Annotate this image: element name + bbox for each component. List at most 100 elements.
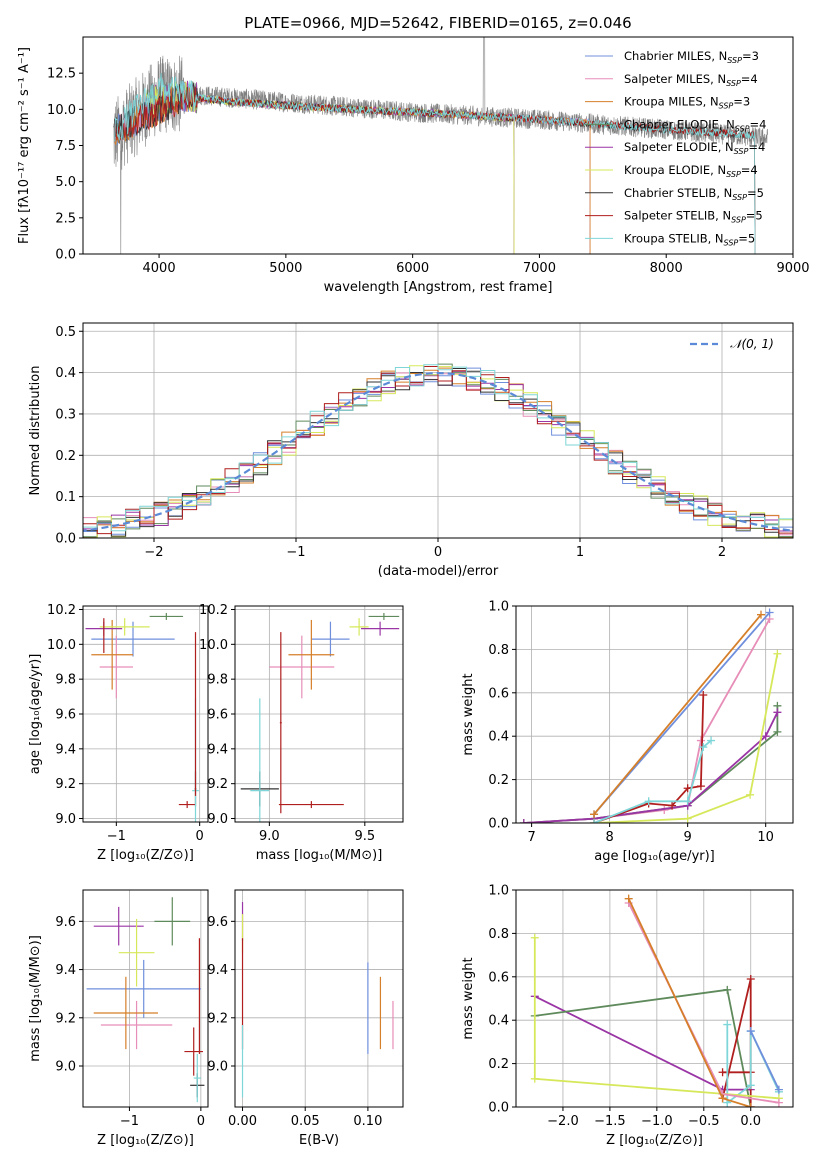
chart-residuals: 𝒩(0, 1) −2 −1 0 1 2 0.0 0.1 0.2 0.3 0.4 0.5 (data-mo… <box>28 322 794 579</box>
plus-marker <box>774 1085 783 1094</box>
plus-marker <box>519 819 528 823</box>
plus-marker <box>761 732 770 741</box>
plus-marker <box>723 985 732 994</box>
axes-frame <box>82 889 209 1108</box>
x-tick-label: −1 <box>286 545 305 560</box>
x-tick-label: 0.0 <box>740 1114 761 1129</box>
legend-label: Chabrier STELIB, NSSP=5 <box>624 186 764 202</box>
y-tick-label: 0.0 <box>55 532 76 547</box>
legend-label: Salpeter ELODIE, NSSP=4 <box>624 140 765 156</box>
y-axis-label: mass weight <box>461 957 476 1039</box>
y-axis-label: Normed distribution <box>28 366 43 496</box>
x-tick-label: 0.00 <box>228 1114 257 1129</box>
plot-area <box>519 608 782 823</box>
axes-frame <box>515 889 794 1108</box>
x-tick-label: 0 <box>197 1114 205 1129</box>
plot-area <box>241 902 394 1098</box>
normal-reference-line <box>83 371 793 532</box>
y-tick-label: 1.0 <box>488 600 509 615</box>
x-tick-label: −1 <box>120 1114 139 1129</box>
y-tick-label: 0.0 <box>488 817 509 832</box>
legend-label: Salpeter STELIB, NSSP=5 <box>624 209 763 225</box>
plus-marker <box>746 974 755 983</box>
weight-line <box>534 995 751 1091</box>
y-tick-label: 9.2 <box>55 777 76 792</box>
x-axis-label: (data-model)/error <box>378 564 499 579</box>
x-axis-label: Z [log₁₀(Z/Z⊙)] <box>606 1133 703 1148</box>
plus-marker <box>774 1098 783 1107</box>
plus-marker <box>668 801 677 810</box>
x-tick-label: 9.0 <box>259 829 280 844</box>
plus-marker <box>696 782 705 791</box>
plus-marker <box>699 743 708 752</box>
chart-age-vs-mass: 9.0 9.5 9.0 9.2 9.4 9.6 9.8 10.0 10.2 mass [log₁₀… <box>199 603 404 863</box>
y-tick-label: 9.0 <box>207 812 228 827</box>
y-tick-label: 9.8 <box>55 673 76 688</box>
y-tick-label: 9.8 <box>207 673 228 688</box>
plus-marker <box>590 810 599 819</box>
y-tick-label: 0.0 <box>488 1101 509 1116</box>
plus-marker <box>683 814 692 823</box>
x-tick-label: 7000 <box>523 261 556 276</box>
y-axis-label: mass [log₁₀(M/M⊙)] <box>28 935 43 1062</box>
x-tick-label: −2 <box>144 545 163 560</box>
plus-marker <box>718 1094 727 1103</box>
x-tick-label: 8000 <box>650 261 683 276</box>
plot-area <box>530 894 783 1107</box>
legend-label: Kroupa MILES, NSSP=3 <box>624 95 750 111</box>
plot-area <box>240 612 400 822</box>
plus-marker <box>746 790 755 799</box>
y-tick-label: 0.6 <box>488 970 509 985</box>
y-tick-label: 0.2 <box>488 1057 509 1072</box>
y-tick-label: 9.6 <box>55 915 76 930</box>
chart-weight-vs-z: −2.0 −1.5 −1.0 −0.5 0.0 0.0 0.2 0.4 0.6 0.8 1.0 Z [… <box>461 884 794 1148</box>
legend-label: Kroupa STELIB, NSSP=5 <box>624 231 755 247</box>
y-tick-label: 0.4 <box>488 1014 509 1029</box>
plus-marker <box>699 690 708 699</box>
y-tick-label: 9.6 <box>55 708 76 723</box>
weight-line <box>593 653 779 823</box>
plus-marker <box>683 784 692 793</box>
x-axis-label: Z [log₁₀(Z/Z⊙)] <box>97 1133 194 1148</box>
y-tick-label: 9.6 <box>207 915 228 930</box>
x-tick-label: 2 <box>718 545 726 560</box>
chart-mass-vs-z: −1 0 9.0 9.2 9.4 9.6 Z [log₁₀(Z/Z⊙)] mass [log₁… <box>28 889 209 1148</box>
weight-line <box>627 898 751 1107</box>
y-tick-label: 9.4 <box>55 742 76 757</box>
axes-frame <box>515 605 794 824</box>
x-tick-label: 7 <box>527 830 535 845</box>
histogram-step <box>83 364 793 538</box>
legend-label: Kroupa ELODIE, NSSP=4 <box>624 163 758 179</box>
x-tick-label: 0.10 <box>353 1114 382 1129</box>
x-tick-label: 0 <box>434 545 442 560</box>
y-tick-label: 5.0 <box>55 175 76 190</box>
x-tick-label: 9.5 <box>354 829 375 844</box>
plus-marker <box>624 894 633 903</box>
y-tick-label: 9.2 <box>207 777 228 792</box>
legend-label: 𝒩(0, 1) <box>730 337 774 351</box>
weight-line <box>523 705 779 823</box>
plus-marker <box>530 1074 539 1083</box>
y-tick-label: 0.5 <box>55 325 76 340</box>
x-tick-label: 8 <box>605 830 613 845</box>
y-tick-label: 2.5 <box>55 211 76 226</box>
x-tick-label: 0 <box>196 829 204 844</box>
x-tick-label: 6000 <box>396 261 429 276</box>
plot-area <box>113 37 768 254</box>
plus-marker <box>746 1027 755 1036</box>
legend-label: Chabrier MILES, NSSP=3 <box>624 49 759 65</box>
x-tick-label: −0.5 <box>688 1114 720 1129</box>
y-tick-label: 0.4 <box>488 730 509 745</box>
y-tick-label: 9.4 <box>207 963 228 978</box>
y-tick-label: 10.2 <box>199 603 228 618</box>
y-tick-label: 0.2 <box>488 773 509 788</box>
chart-weight-vs-age: 7 8 9 10 0.0 0.2 0.4 0.6 0.8 1.0 age [log₁₀(age/yr… <box>461 600 794 864</box>
chart-spectrum: PLATE=0966, MJD=52642, FIBERID=0165, z=0… <box>17 14 810 295</box>
x-tick-label: −1.0 <box>641 1114 673 1129</box>
x-tick-label: −2.0 <box>547 1114 579 1129</box>
y-tick-label: 0.1 <box>55 490 76 505</box>
legend-label: Salpeter MILES, NSSP=4 <box>624 72 758 88</box>
x-axis-label: Z [log₁₀(Z/Z⊙)] <box>97 848 194 863</box>
y-tick-label: 0.6 <box>488 686 509 701</box>
